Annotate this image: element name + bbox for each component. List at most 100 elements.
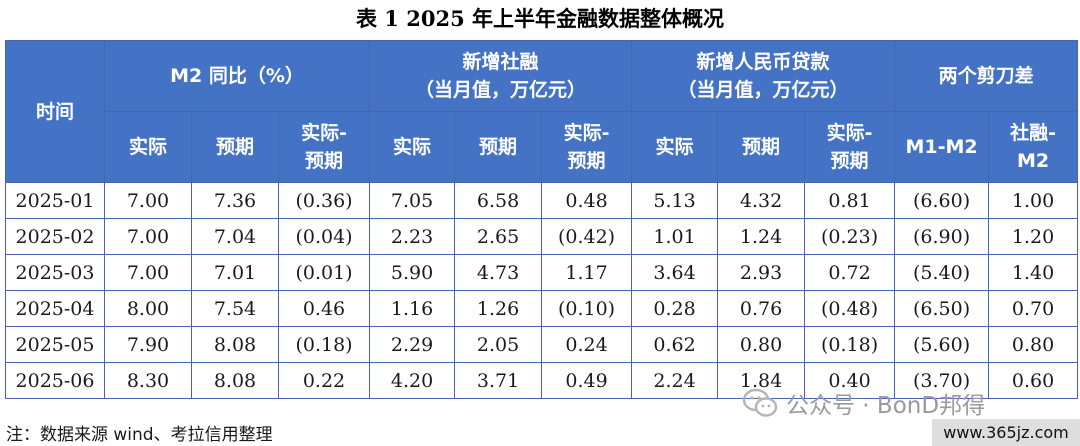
header-tsf-unit: （当月值，万亿元） xyxy=(415,79,587,101)
table-cell: 7.00 xyxy=(104,182,192,219)
table-cell: (6.50) xyxy=(894,290,990,327)
table-cell: 7.01 xyxy=(191,254,279,291)
table-cell: (0.10) xyxy=(541,290,633,327)
header-loan-title: 新增人民币贷款 xyxy=(696,51,830,73)
cell-time: 2025-04 xyxy=(5,290,105,327)
table-cell: (0.23) xyxy=(804,218,896,255)
table-body: 2025-01 7.00 7.36 (0.36) 7.05 6.58 0.48 5.13 4.3… xyxy=(5,182,1079,399)
table-cell: (0.48) xyxy=(804,290,896,327)
table-cell: 8.30 xyxy=(104,362,192,399)
header-tsf-expected: 预期 xyxy=(454,111,543,183)
table-cell: 4.20 xyxy=(369,362,456,399)
cell-time: 2025-06 xyxy=(5,362,105,399)
table-cell: 7.05 xyxy=(369,182,456,219)
table-cell: (0.18) xyxy=(804,326,896,363)
table-row: 2025-02 7.00 7.04 (0.04) 2.23 2.65 (0.42) 1.01 1… xyxy=(5,218,1079,255)
table-cell: 2.29 xyxy=(369,326,456,363)
table-cell: 0.40 xyxy=(804,362,896,399)
table-cell: 0.76 xyxy=(717,290,806,327)
table-cell: (0.04) xyxy=(277,218,371,255)
wechat-icon xyxy=(742,388,778,417)
table-cell: 5.13 xyxy=(631,182,719,219)
table-cell: 2.65 xyxy=(454,218,543,255)
header-loan-expected: 预期 xyxy=(717,111,806,183)
header-row-2: 实际 预期 实际- 预期 实际 预期 实际- 预期 实际 预期 实际- 预期 M1-M… xyxy=(6,111,1079,183)
table-cell: 0.49 xyxy=(541,362,633,399)
table-cell: 1.16 xyxy=(369,290,456,327)
table-cell: 2.05 xyxy=(454,326,543,363)
header-tsf-title: 新增社融 xyxy=(462,51,539,73)
table-cell: 0.81 xyxy=(804,182,896,219)
table-cell: 3.71 xyxy=(454,362,543,399)
table-cell: 5.90 xyxy=(369,254,456,291)
table-cell: 7.00 xyxy=(104,218,192,255)
table-cell: 4.32 xyxy=(717,182,806,219)
table-cell: 8.00 xyxy=(104,290,192,327)
table-cell: (3.70) xyxy=(894,362,990,399)
header-m2-actual: 实际 xyxy=(104,111,192,183)
table-row: 2025-03 7.00 7.01 (0.01) 5.90 4.73 1.17 3.64 2.9… xyxy=(5,254,1079,291)
header-m2-expected: 预期 xyxy=(191,111,279,183)
header-time: 时间 xyxy=(5,40,105,183)
table-cell: 0.60 xyxy=(988,362,1079,399)
table-cell: (0.42) xyxy=(541,218,633,255)
table-cell: (0.36) xyxy=(277,182,371,219)
table-cell: 0.72 xyxy=(804,254,896,291)
header-diff-line2: 预期 xyxy=(305,150,344,172)
table-cell: 1.20 xyxy=(988,218,1079,255)
cell-time: 2025-05 xyxy=(5,326,105,363)
header-gap-group: 两个剪刀差 xyxy=(894,40,1079,112)
cell-time: 2025-01 xyxy=(5,182,105,219)
header-diff-line2: 预期 xyxy=(567,150,606,172)
header-m1-m2: M1-M2 xyxy=(894,111,990,183)
table-row: 2025-06 8.30 8.08 0.22 4.20 3.71 0.49 2.24 1.84 0… xyxy=(5,362,1079,399)
table-cell: (5.60) xyxy=(894,326,990,363)
header-tsf-group: 新增社融 （当月值，万亿元） xyxy=(369,40,633,112)
table-cell: 0.46 xyxy=(277,290,371,327)
table-cell: 7.00 xyxy=(104,254,192,291)
cell-time: 2025-03 xyxy=(5,254,105,291)
table-cell: 2.23 xyxy=(369,218,456,255)
table-cell: (0.01) xyxy=(277,254,371,291)
table-cell: 0.62 xyxy=(631,326,719,363)
table-cell: 6.58 xyxy=(454,182,543,219)
table-cell: 8.08 xyxy=(191,362,279,399)
header-row-1: 时间 M2 同比（%） 新增社融 （当月值，万亿元） 新增人民币贷款 （当月值，… xyxy=(5,40,1079,183)
table-cell: 0.70 xyxy=(988,290,1079,327)
table-row: 2025-05 7.90 8.08 (0.18) 2.29 2.05 0.24 0.62 0.8… xyxy=(5,326,1079,363)
header-loan-actual: 实际 xyxy=(631,111,719,183)
source-note: 注：数据来源 wind、考拉信用整理 xyxy=(6,425,273,445)
table-cell: 1.26 xyxy=(454,290,543,327)
table-cell: (6.90) xyxy=(894,218,990,255)
table-cell: 0.48 xyxy=(541,182,633,219)
table-cell: 7.04 xyxy=(191,218,279,255)
cell-time: 2025-02 xyxy=(5,218,105,255)
table-cell: 1.40 xyxy=(988,254,1079,291)
table-cell: 3.64 xyxy=(631,254,719,291)
site-badge: www.365jz.com xyxy=(932,419,1080,446)
table-cell: (6.60) xyxy=(894,182,990,219)
table-cell: 1.01 xyxy=(631,218,719,255)
table-cell: 0.80 xyxy=(988,326,1079,363)
table-cell: 1.00 xyxy=(988,182,1079,219)
header-tsf-diff: 实际- 预期 xyxy=(541,111,633,183)
table-cell: 0.80 xyxy=(717,326,806,363)
table-cell: 1.84 xyxy=(717,362,806,399)
table-row: 2025-01 7.00 7.36 (0.36) 7.05 6.58 0.48 5.13 4.3… xyxy=(5,182,1079,219)
header-loan-diff: 实际- 预期 xyxy=(804,111,896,183)
header-diff-line1: 实际- xyxy=(301,122,347,144)
header-loan-unit: （当月值，万亿元） xyxy=(677,79,849,101)
header-tsf-actual: 实际 xyxy=(369,111,456,183)
header-tsf-m2-line2: M2 xyxy=(1017,150,1050,172)
table-cell: 7.36 xyxy=(191,182,279,219)
table-cell: 8.08 xyxy=(191,326,279,363)
header-m2-group: M2 同比（%） xyxy=(103,40,371,112)
table-cell: 1.17 xyxy=(541,254,633,291)
table-cell: 0.28 xyxy=(631,290,719,327)
table-cell: 4.73 xyxy=(454,254,543,291)
table-cell: 1.24 xyxy=(717,218,806,255)
table-title: 表 1 2025 年上半年金融数据整体概况 xyxy=(356,6,724,31)
table-cell: 7.90 xyxy=(104,326,192,363)
table-cell: (5.40) xyxy=(894,254,990,291)
table-cell: (0.18) xyxy=(277,326,371,363)
